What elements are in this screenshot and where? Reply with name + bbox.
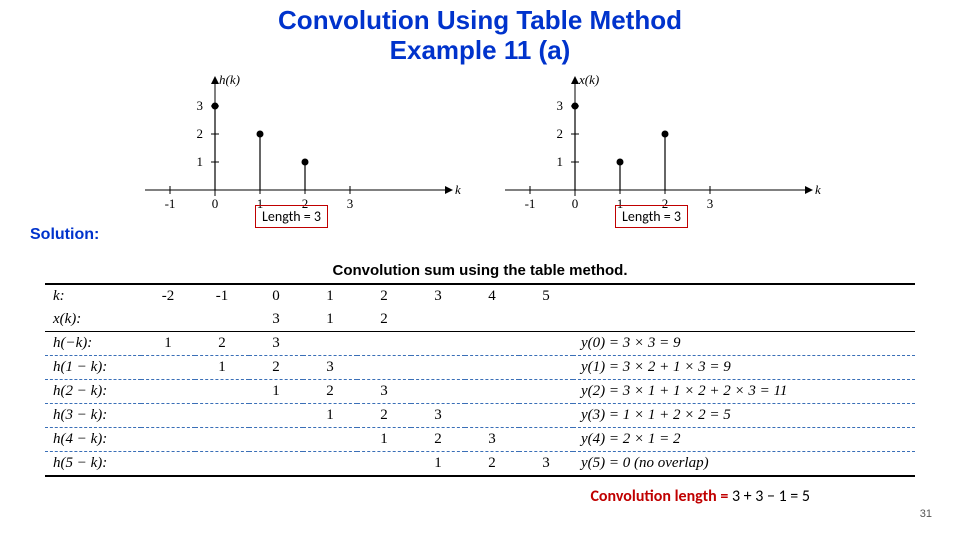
svg-text:k: k	[455, 182, 461, 197]
svg-text:1: 1	[197, 154, 204, 169]
plot-x: 123-10123x(k)k Length = 3	[495, 70, 825, 230]
conv-length-line: Convolution length = 3 + 3 − 1 = 5	[0, 487, 960, 506]
plot-h: 123-10123h(k)k Length = 3	[135, 70, 465, 230]
svg-text:3: 3	[707, 196, 714, 211]
solution-label: Solution:	[30, 226, 99, 244]
svg-text:2: 2	[197, 126, 204, 141]
conv-table: k:-2-1012345x(k):312h(−k):123y(0) = 3 × …	[45, 283, 915, 477]
plot-h-length-box: Length = 3	[255, 205, 328, 228]
svg-text:x(k): x(k)	[578, 72, 599, 87]
title-line-1: Convolution Using Table Method	[278, 5, 682, 35]
svg-text:2: 2	[557, 126, 564, 141]
table-caption: Convolution sum using the table method.	[0, 262, 960, 279]
svg-text:0: 0	[572, 196, 579, 211]
stem-plots: 123-10123h(k)k Length = 3 123-10123x(k)k…	[0, 70, 960, 230]
conv-length-eq: 3 + 3 − 1 = 5	[732, 487, 810, 506]
svg-text:3: 3	[197, 98, 204, 113]
svg-text:1: 1	[557, 154, 564, 169]
conv-length-label: Convolution length =	[590, 487, 732, 506]
svg-text:-1: -1	[165, 196, 176, 211]
svg-text:3: 3	[347, 196, 354, 211]
svg-text:3: 3	[557, 98, 564, 113]
svg-text:-1: -1	[525, 196, 536, 211]
title-line-2: Example 11 (a)	[390, 35, 571, 65]
svg-text:0: 0	[212, 196, 219, 211]
page-number: 31	[920, 508, 932, 520]
page-title: Convolution Using Table Method Example 1…	[0, 6, 960, 66]
svg-text:h(k): h(k)	[219, 72, 240, 87]
svg-text:k: k	[815, 182, 821, 197]
plot-x-length-box: Length = 3	[615, 205, 688, 228]
